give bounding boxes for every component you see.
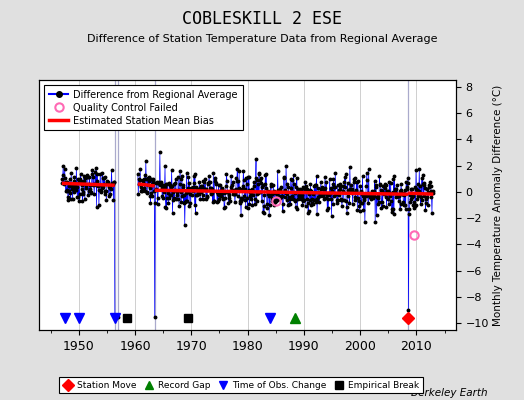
Text: COBLESKILL 2 ESE: COBLESKILL 2 ESE [182, 10, 342, 28]
Text: Berkeley Earth: Berkeley Earth [411, 388, 487, 398]
Y-axis label: Monthly Temperature Anomaly Difference (°C): Monthly Temperature Anomaly Difference (… [493, 84, 503, 326]
Text: Difference of Station Temperature Data from Regional Average: Difference of Station Temperature Data f… [87, 34, 437, 44]
Legend: Station Move, Record Gap, Time of Obs. Change, Empirical Break: Station Move, Record Gap, Time of Obs. C… [59, 377, 423, 394]
Legend: Difference from Regional Average, Quality Control Failed, Estimated Station Mean: Difference from Regional Average, Qualit… [44, 85, 243, 130]
